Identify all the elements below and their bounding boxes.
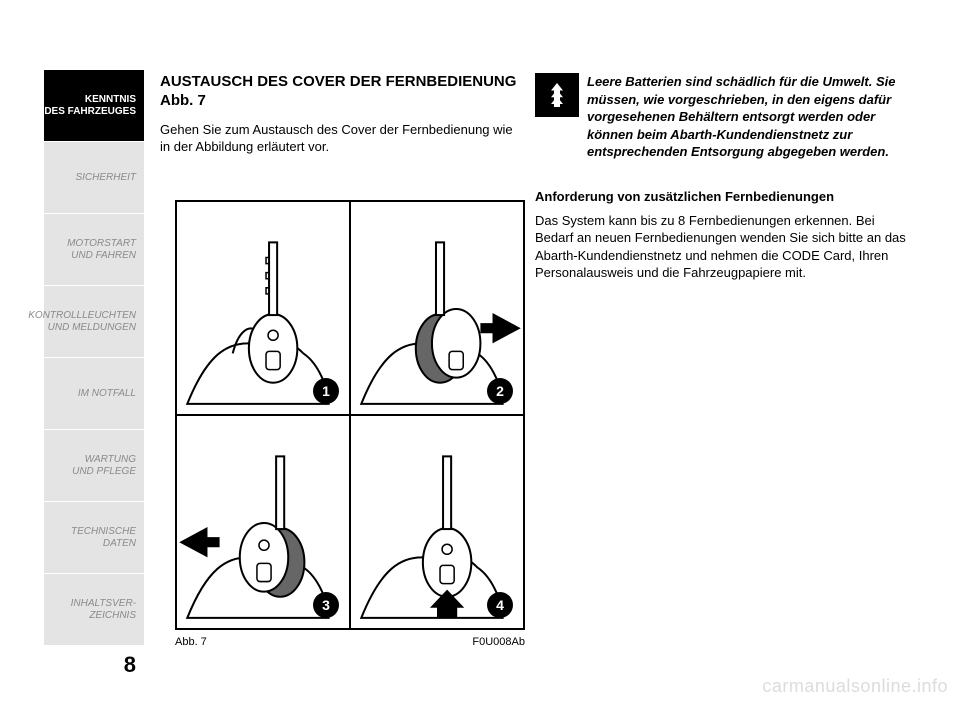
tab-label: INHALTSVER- ZEICHNIS [71, 598, 136, 622]
step-badge-3: 3 [313, 592, 339, 618]
tab-label: IM NOTFALL [78, 388, 136, 400]
figure-7: 1 2 [175, 200, 525, 648]
watermark: carmanualsonline.info [762, 676, 948, 697]
tab-label: SICHERHEIT [75, 172, 136, 184]
tab-label: KENNTNIS DES FAHRZEUGES [44, 94, 136, 118]
tab-inhaltsverzeichnis[interactable]: INHALTSVER- ZEICHNIS [44, 574, 144, 646]
page: KENNTNIS DES FAHRZEUGES SICHERHEIT MOTOR… [0, 0, 960, 709]
figure-caption: Abb. 7 F0U008Ab [175, 636, 525, 648]
tab-kenntnis[interactable]: KENNTNIS DES FAHRZEUGES [44, 70, 144, 142]
figure-caption-right: F0U008Ab [472, 636, 525, 648]
figure-cell-2: 2 [351, 202, 523, 414]
tab-technische-daten[interactable]: TECHNISCHE DATEN [44, 502, 144, 574]
warning-recycle-icon [535, 73, 579, 117]
warning-text: Leere Batterien sind schädlich für die U… [587, 73, 915, 161]
figure-cell-3: 3 [177, 416, 349, 628]
tab-kontrollleuchten[interactable]: KONTROLLLEUCHTEN UND MELDUNGEN [44, 286, 144, 358]
tab-label: KONTROLLLEUCHTEN UND MELDUNGEN [28, 310, 136, 334]
tab-wartung[interactable]: WARTUNG UND PFLEGE [44, 430, 144, 502]
figure-cell-4: 4 [351, 416, 523, 628]
warning-block: Leere Batterien sind schädlich für die U… [535, 73, 915, 161]
tab-label: MOTORSTART UND FAHREN [67, 238, 136, 262]
step-badge-4: 4 [487, 592, 513, 618]
figure-cell-1: 1 [177, 202, 349, 414]
tab-motorstart[interactable]: MOTORSTART UND FAHREN [44, 214, 144, 286]
section-heading: AUSTAUSCH DES COVER DER FERNBEDIENUNG Ab… [160, 73, 520, 111]
tab-sicherheit[interactable]: SICHERHEIT [44, 142, 144, 214]
page-number: 8 [44, 652, 144, 678]
tab-notfall[interactable]: IM NOTFALL [44, 358, 144, 430]
left-column: AUSTAUSCH DES COVER DER FERNBEDIENUNG Ab… [160, 73, 520, 156]
sidebar-nav: KENNTNIS DES FAHRZEUGES SICHERHEIT MOTOR… [44, 70, 144, 646]
figure-grid: 1 2 [175, 200, 525, 630]
subsection-body: Das System kann bis zu 8 Fernbedienungen… [535, 212, 915, 282]
tab-label: TECHNISCHE DATEN [44, 526, 136, 550]
figure-caption-left: Abb. 7 [175, 636, 207, 648]
step-badge-1: 1 [313, 378, 339, 404]
section-body: Gehen Sie zum Austausch des Cover der Fe… [160, 121, 520, 156]
step-badge-2: 2 [487, 378, 513, 404]
tab-label: WARTUNG UND PFLEGE [72, 454, 136, 478]
right-column: Leere Batterien sind schädlich für die U… [535, 73, 915, 282]
subsection-heading: Anforderung von zusätzlichen Fernbedienu… [535, 189, 915, 204]
